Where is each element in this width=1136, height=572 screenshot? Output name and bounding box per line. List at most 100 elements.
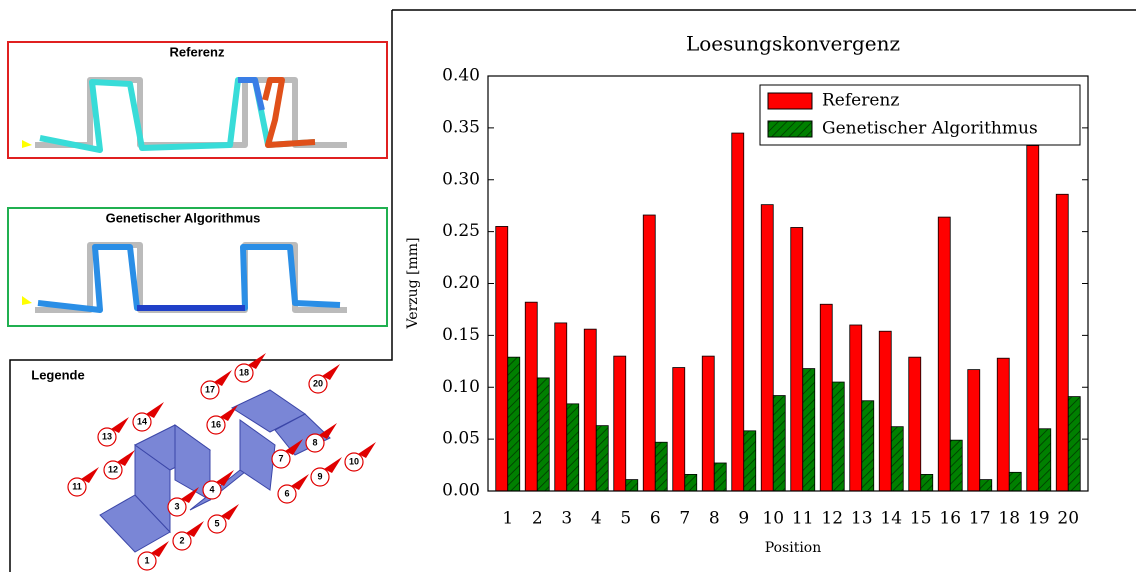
- marker-label: 4: [209, 484, 214, 494]
- x-axis-label: Position: [765, 540, 822, 556]
- x-tick-label: 8: [709, 509, 720, 529]
- x-tick-label: 1: [502, 509, 513, 529]
- marker-label: 6: [284, 488, 289, 498]
- bar: [596, 426, 608, 491]
- bar: [714, 463, 726, 491]
- panel-title: Referenz: [170, 44, 225, 59]
- marker-label: 13: [102, 431, 112, 441]
- y-tick-label: 0.15: [442, 325, 480, 345]
- bar: [980, 480, 992, 491]
- page: Referenz Genetischer Algorithmus Legende…: [0, 0, 1136, 572]
- x-tick-label: 17: [969, 509, 991, 529]
- x-tick-label: 5: [620, 509, 631, 529]
- bar: [909, 357, 921, 491]
- x-tick-label: 2: [532, 509, 543, 529]
- marker-label: 16: [211, 419, 221, 429]
- x-tick-label: 14: [880, 509, 902, 529]
- bar: [820, 304, 832, 491]
- x-tick-label: 11: [792, 509, 814, 529]
- y-tick-label: 0.00: [442, 481, 480, 501]
- bar: [1068, 397, 1080, 491]
- bar: [614, 356, 626, 491]
- x-tick-label: 18: [998, 509, 1020, 529]
- bar: [891, 427, 903, 491]
- bar: [643, 215, 655, 491]
- y-tick-label: 0.20: [442, 273, 480, 293]
- marker-label: 14: [137, 416, 147, 426]
- legend-label: Referenz: [822, 91, 899, 111]
- y-tick-label: 0.40: [442, 66, 480, 86]
- bar: [584, 329, 596, 491]
- bar: [525, 302, 537, 491]
- bar: [773, 396, 785, 491]
- bar: [655, 442, 667, 491]
- bar: [702, 356, 714, 491]
- x-tick-label: 4: [591, 509, 602, 529]
- chart-title: Loesungskonvergenz: [686, 32, 900, 56]
- x-tick-label: 3: [561, 509, 572, 529]
- x-tick-label: 7: [679, 509, 690, 529]
- bar: [537, 378, 549, 491]
- bar: [555, 323, 567, 491]
- marker-label: 9: [317, 471, 322, 481]
- x-tick-label: 15: [910, 509, 932, 529]
- bar: [879, 331, 891, 491]
- bar: [950, 440, 962, 491]
- bar: [997, 358, 1009, 491]
- bar: [626, 480, 638, 491]
- y-tick-label: 0.05: [442, 429, 480, 449]
- marker-label: 10: [349, 456, 359, 466]
- bar: [685, 474, 697, 491]
- bar: [1009, 472, 1021, 491]
- marker-label: 5: [214, 518, 219, 528]
- bar: [508, 357, 520, 491]
- legend-swatch: [768, 121, 812, 137]
- marker-label: 18: [239, 367, 249, 377]
- genetic-shape: [22, 245, 347, 310]
- y-axis-label: Verzug [mm]: [405, 237, 421, 329]
- y-tick-label: 0.35: [442, 117, 480, 137]
- bar: [862, 401, 874, 491]
- bar: [567, 404, 579, 491]
- bar: [832, 382, 844, 491]
- x-tick-label: 10: [762, 509, 784, 529]
- marker-label: 20: [313, 378, 323, 388]
- bar: [938, 217, 950, 491]
- legend-label: Genetischer Algorithmus: [822, 119, 1038, 139]
- marker-label: 11: [72, 481, 82, 491]
- legend-swatch: [768, 93, 812, 109]
- marker-label: 12: [108, 464, 118, 474]
- bar: [850, 325, 862, 491]
- y-tick-label: 0.30: [442, 169, 480, 189]
- y-tick-label: 0.25: [442, 221, 480, 241]
- x-tick-label: 19: [1028, 509, 1050, 529]
- bar: [968, 370, 980, 491]
- bar: [744, 431, 756, 491]
- bar: [496, 226, 508, 491]
- marker-label: 1: [144, 555, 149, 565]
- reference-shape: [22, 80, 347, 150]
- x-tick-label: 6: [650, 509, 661, 529]
- marker-label: 17: [205, 384, 215, 394]
- marker-label: 8: [312, 437, 317, 447]
- bar: [1056, 194, 1068, 491]
- bar: [1027, 146, 1039, 491]
- x-tick-label: 20: [1057, 509, 1079, 529]
- bar: [1039, 429, 1051, 491]
- marker-label: 2: [179, 535, 184, 545]
- marker-label: 7: [278, 453, 283, 463]
- bar: [803, 369, 815, 491]
- bar: [761, 205, 773, 491]
- x-tick-label: 13: [851, 509, 873, 529]
- bar: [791, 227, 803, 491]
- x-tick-label: 12: [821, 509, 843, 529]
- panel-title: Genetischer Algorithmus: [106, 210, 261, 225]
- panel-title: Legende: [31, 367, 84, 382]
- bar: [673, 368, 685, 491]
- plot: 0.000.050.100.150.200.250.300.350.401234…: [442, 66, 1088, 529]
- x-tick-label: 9: [738, 509, 749, 529]
- bar: [732, 133, 744, 491]
- bar: [921, 474, 933, 491]
- marker-label: 3: [174, 501, 179, 511]
